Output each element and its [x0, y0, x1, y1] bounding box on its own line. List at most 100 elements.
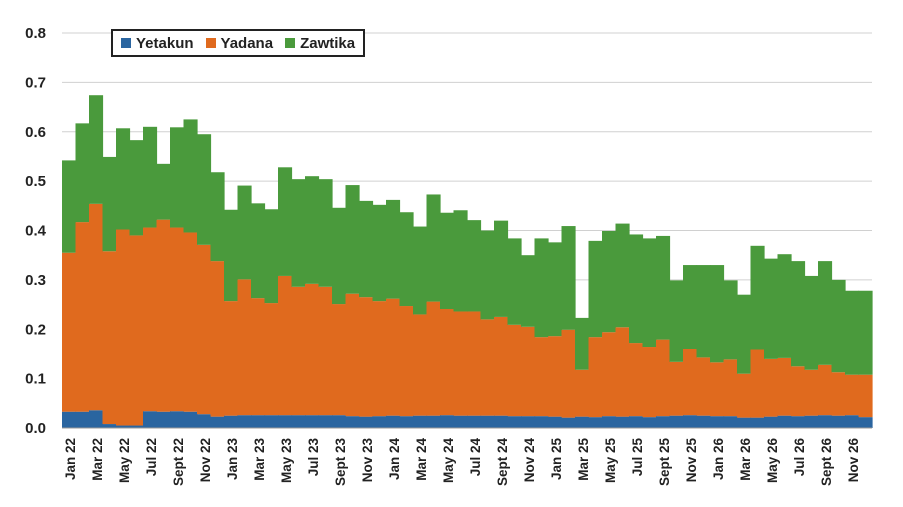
- bar-segment-zawtika: [534, 238, 549, 338]
- bar-segment-zawtika: [575, 317, 590, 370]
- bar-segment-yetakun: [683, 415, 698, 428]
- bar-segment-yadana: [210, 261, 225, 417]
- bar-segment-yetakun: [710, 416, 725, 428]
- bar-segment-yetakun: [143, 411, 158, 428]
- bar-segment-yadana: [251, 298, 266, 416]
- legend: Yetakun Yadana Zawtika: [111, 29, 366, 57]
- y-tick-label: 0.4: [25, 223, 47, 240]
- bar-segment-yadana: [521, 326, 536, 417]
- x-tick-label: Mar 24: [414, 438, 429, 481]
- bar-segment-yadana: [804, 369, 819, 416]
- bar-segment-yetakun: [156, 411, 171, 428]
- x-tick-label: Jan 26: [711, 438, 726, 481]
- bar-segment-zawtika: [494, 220, 509, 317]
- bar-segment-zawtika: [629, 234, 644, 344]
- bar-segment-yadana: [332, 304, 347, 416]
- bar-segment-yetakun: [791, 416, 806, 428]
- bar-segment-yadana: [224, 301, 239, 416]
- y-tick-label: 0.0: [25, 420, 46, 437]
- x-tick-label: Nov 25: [684, 438, 699, 483]
- bar-segment-yadana: [494, 316, 509, 416]
- bar-segment-zawtika: [710, 265, 725, 363]
- bar-segment-yadana: [683, 349, 698, 416]
- bar-segment-yetakun: [723, 416, 738, 428]
- bar-segment-zawtika: [251, 203, 266, 299]
- bar-segment-yetakun: [656, 416, 671, 428]
- bar-segment-zawtika: [669, 280, 684, 362]
- bar-segment-zawtika: [480, 230, 495, 320]
- bar-segment-yetakun: [359, 416, 374, 428]
- x-tick-label: Sept 23: [333, 438, 348, 487]
- bar-segment-yetakun: [278, 415, 293, 428]
- bar-segment-yadana: [399, 306, 414, 417]
- bar-segment-yadana: [129, 235, 144, 426]
- bar-segment-yadana: [669, 361, 684, 416]
- legend-label: Yadana: [220, 34, 274, 52]
- bar-segment-yadana: [791, 366, 806, 417]
- bar-segment-zawtika: [102, 156, 117, 252]
- x-tick-label: Jul 22: [144, 438, 159, 476]
- x-tick-label: Jul 24: [468, 438, 483, 477]
- bar-segment-yadana: [89, 203, 104, 411]
- bar-segment-zawtika: [818, 261, 833, 365]
- bar-segment-yetakun: [332, 415, 347, 428]
- bar-segment-zawtika: [116, 128, 131, 230]
- bar-segment-zawtika: [831, 279, 846, 373]
- bar-segment-yadana: [548, 336, 563, 417]
- bar-segment-yadana: [642, 347, 657, 418]
- bar-segment-yadana: [615, 327, 630, 417]
- y-axis-tick-labels: 0.0 0.1 0.2 0.3 0.4 0.5 0.6 0.7 0.8: [25, 25, 47, 437]
- bar-segment-yadana: [764, 358, 779, 417]
- bar-segment-yetakun: [453, 415, 468, 428]
- bar-segment-yetakun: [588, 417, 603, 428]
- bar-segment-zawtika: [521, 255, 536, 327]
- x-tick-label: Sept 25: [657, 438, 672, 487]
- bar-segment-zawtika: [129, 140, 144, 236]
- bar-segment-yadana: [480, 319, 495, 416]
- legend-item-yadana: Yadana: [205, 34, 274, 52]
- bar-segment-yadana: [359, 297, 374, 417]
- bar-segment-zawtika: [156, 163, 171, 220]
- bar-segment-yetakun: [629, 416, 644, 428]
- bar-segment-zawtika: [588, 240, 603, 338]
- legend-item-zawtika: Zawtika: [285, 35, 355, 52]
- bar-segment-zawtika: [264, 209, 279, 304]
- bar-segment-yadana: [831, 372, 846, 416]
- bar-segment-yadana: [116, 229, 131, 426]
- bar-segment-yetakun: [197, 414, 212, 428]
- x-tick-label: May 22: [117, 438, 132, 483]
- bar-segment-yadana: [183, 232, 198, 412]
- bar-segment-zawtika: [318, 179, 333, 287]
- bar-segment-yetakun: [467, 415, 482, 428]
- x-tick-label: Sept 22: [171, 438, 186, 486]
- bar-segment-zawtika: [764, 258, 779, 359]
- x-tick-label: Nov 23: [360, 438, 375, 483]
- x-tick-label: Mar 25: [576, 438, 591, 481]
- bar-segment-yetakun: [440, 415, 455, 428]
- legend-swatch: [285, 38, 296, 48]
- bar-segment-yetakun: [129, 425, 144, 428]
- bar-segment-yetakun: [494, 415, 509, 428]
- bar-segment-yetakun: [75, 411, 90, 428]
- bar-segment-yadana: [156, 219, 171, 412]
- x-tick-label: Nov 26: [846, 438, 861, 483]
- legend-item-yetakun: Yetakun: [121, 35, 194, 52]
- bar-segment-zawtika: [75, 123, 90, 223]
- y-tick-label: 0.8: [25, 25, 46, 42]
- bar-segment-zawtika: [278, 167, 293, 276]
- bar-segment-yetakun: [251, 415, 266, 428]
- bar-segment-yadana: [143, 227, 158, 412]
- x-tick-label: Nov 22: [198, 438, 213, 482]
- bar-segment-zawtika: [359, 200, 374, 298]
- bar-segment-yadana: [413, 314, 428, 416]
- bar-segment-zawtika: [426, 194, 441, 302]
- x-tick-label: Sept 26: [819, 438, 834, 487]
- bar-segment-zawtika: [507, 238, 522, 325]
- bar-segment-yetakun: [507, 416, 522, 428]
- bars: [62, 95, 873, 428]
- bar-segment-yadana: [102, 251, 117, 425]
- y-tick-label: 0.1: [25, 371, 46, 388]
- x-tick-label: May 23: [279, 438, 294, 484]
- bar-segment-zawtika: [845, 290, 860, 375]
